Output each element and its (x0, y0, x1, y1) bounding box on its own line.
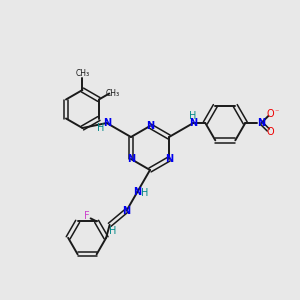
Text: H: H (97, 123, 104, 133)
Text: CH₃: CH₃ (105, 89, 119, 98)
Text: N: N (146, 121, 154, 131)
Text: N: N (103, 118, 111, 128)
Text: H: H (109, 226, 116, 236)
Text: H: H (141, 188, 148, 198)
Text: N: N (257, 118, 266, 128)
Text: H: H (189, 111, 196, 121)
Text: N: N (165, 154, 173, 164)
Text: O: O (266, 127, 274, 137)
Text: N: N (122, 206, 130, 216)
Text: F: F (84, 212, 89, 221)
Text: ⁻: ⁻ (274, 107, 278, 116)
Text: N: N (134, 187, 142, 197)
Text: CH₃: CH₃ (75, 70, 89, 79)
Text: O: O (266, 109, 274, 119)
Text: N: N (189, 118, 197, 128)
Text: N: N (127, 154, 135, 164)
